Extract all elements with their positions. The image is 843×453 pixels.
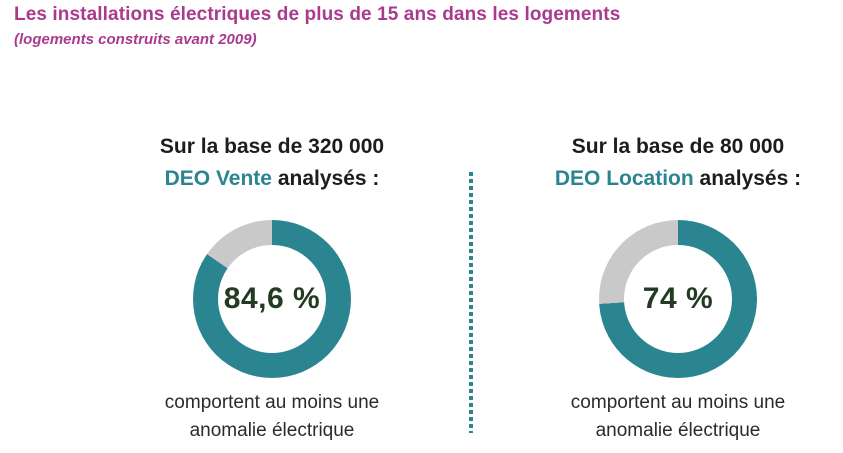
percentage-label: 74 % (642, 282, 714, 315)
doc-type-label: DEO Vente (164, 167, 272, 190)
infographic-subtitle: (logements construits avant 2009) (14, 31, 257, 48)
caption-line-1: comportent au moins une (164, 392, 380, 413)
donut-chart-location: 74 % (599, 220, 757, 378)
analyses-suffix: analysés : (693, 167, 802, 190)
doc-type-line: DEO Vente analysés : (95, 163, 449, 195)
doc-type-label: DEO Location (554, 167, 694, 190)
dotted-separator (469, 172, 473, 433)
caption-line-2: anomalie électrique (189, 420, 355, 441)
panel-caption: comportent au moins une anomalie électri… (95, 389, 449, 445)
panel-deo-vente: Sur la base de 320 000 DEO Vente analysé… (95, 131, 449, 445)
doc-type-line: DEO Location analysés : (501, 163, 843, 195)
infographic-title: Les installations électriques de plus de… (14, 4, 621, 25)
panel-caption: comportent au moins une anomalie électri… (501, 389, 843, 445)
base-count-text: Sur la base de 320 000 (159, 135, 385, 158)
analyses-suffix: analysés : (271, 167, 380, 190)
donut-hole: 74 % (624, 245, 732, 353)
donut-chart-vente: 84,6 % (193, 220, 351, 378)
panel-deo-location: Sur la base de 80 000 DEO Location analy… (501, 131, 843, 445)
percentage-label: 84,6 % (223, 282, 321, 315)
caption-line-2: anomalie électrique (595, 420, 761, 441)
caption-line-1: comportent au moins une (570, 392, 786, 413)
donut-hole: 84,6 % (218, 245, 326, 353)
base-count-text: Sur la base de 80 000 (571, 135, 785, 158)
